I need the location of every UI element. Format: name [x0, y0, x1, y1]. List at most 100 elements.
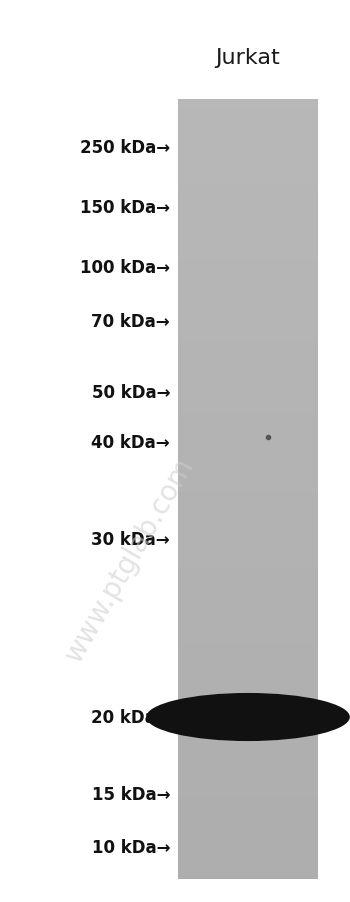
Bar [178, 284, 318, 287]
Bar [178, 871, 318, 874]
Bar [178, 747, 318, 750]
Bar [178, 453, 318, 456]
Bar [178, 757, 318, 759]
Bar [178, 168, 318, 170]
Text: 50 kDa→: 50 kDa→ [91, 383, 170, 401]
Bar [178, 131, 318, 133]
Bar [178, 703, 318, 705]
Bar [178, 222, 318, 225]
Bar [178, 606, 318, 609]
Bar [178, 230, 318, 233]
Bar [178, 344, 318, 346]
Bar [178, 863, 318, 866]
Bar [178, 133, 318, 136]
Bar [178, 272, 318, 274]
Bar [178, 833, 318, 835]
Bar [178, 796, 318, 798]
Bar [178, 603, 318, 606]
Bar [178, 160, 318, 162]
Bar [178, 645, 318, 648]
Bar [178, 107, 318, 110]
Bar [178, 848, 318, 851]
Bar [178, 549, 318, 552]
Bar [178, 692, 318, 695]
Bar [178, 759, 318, 762]
Bar [178, 578, 318, 580]
Bar [178, 575, 318, 578]
Bar [178, 679, 318, 682]
Bar [178, 536, 318, 538]
Bar [178, 668, 318, 671]
Text: 70 kDa→: 70 kDa→ [91, 313, 170, 331]
Bar [178, 751, 318, 754]
Bar [178, 152, 318, 154]
Bar [178, 552, 318, 555]
Bar [178, 100, 318, 103]
Bar [178, 339, 318, 342]
Bar [178, 837, 318, 840]
Bar [178, 269, 318, 272]
Bar [178, 295, 318, 298]
Bar [178, 385, 318, 388]
Bar [178, 877, 318, 879]
Bar [178, 458, 318, 461]
Bar [178, 845, 318, 848]
Bar [178, 425, 318, 428]
Bar [178, 401, 318, 404]
Bar [178, 124, 318, 126]
Bar [178, 471, 318, 474]
Bar [178, 617, 318, 620]
Bar [178, 515, 318, 518]
Bar [178, 770, 318, 772]
Bar [178, 620, 318, 621]
Bar [178, 490, 318, 492]
Bar [178, 557, 318, 559]
Bar [178, 189, 318, 191]
Bar [178, 614, 318, 617]
Bar [178, 466, 318, 469]
Bar [178, 565, 318, 567]
Bar [178, 580, 318, 583]
Bar [178, 612, 318, 614]
Text: 30 kDa→: 30 kDa→ [91, 530, 170, 548]
Bar [178, 248, 318, 251]
Bar [178, 310, 318, 313]
Bar [178, 765, 318, 768]
Bar [178, 853, 318, 856]
Bar [178, 861, 318, 863]
Bar [178, 266, 318, 269]
Bar [178, 118, 318, 121]
Bar [178, 186, 318, 189]
Bar [178, 396, 318, 399]
Bar [178, 157, 318, 160]
Bar [178, 754, 318, 757]
Bar [178, 520, 318, 523]
Bar [178, 791, 318, 794]
Bar [178, 290, 318, 292]
Bar [178, 801, 318, 804]
Bar [178, 456, 318, 458]
Bar [178, 393, 318, 396]
Bar [178, 874, 318, 877]
Bar [178, 624, 318, 627]
Bar [178, 762, 318, 765]
Bar [178, 505, 318, 508]
Bar [178, 768, 318, 770]
Bar [178, 697, 318, 700]
Bar [178, 201, 318, 204]
Bar [178, 529, 318, 531]
Bar [178, 115, 318, 118]
Bar [178, 432, 318, 435]
Bar [178, 429, 318, 432]
Bar [178, 404, 318, 406]
Bar [178, 446, 318, 448]
Bar [178, 381, 318, 383]
Bar [178, 476, 318, 479]
Bar [178, 237, 318, 240]
Bar [178, 526, 318, 529]
Bar [178, 824, 318, 827]
Bar [178, 567, 318, 570]
Bar [178, 640, 318, 643]
Bar [178, 744, 318, 747]
Bar [178, 320, 318, 323]
